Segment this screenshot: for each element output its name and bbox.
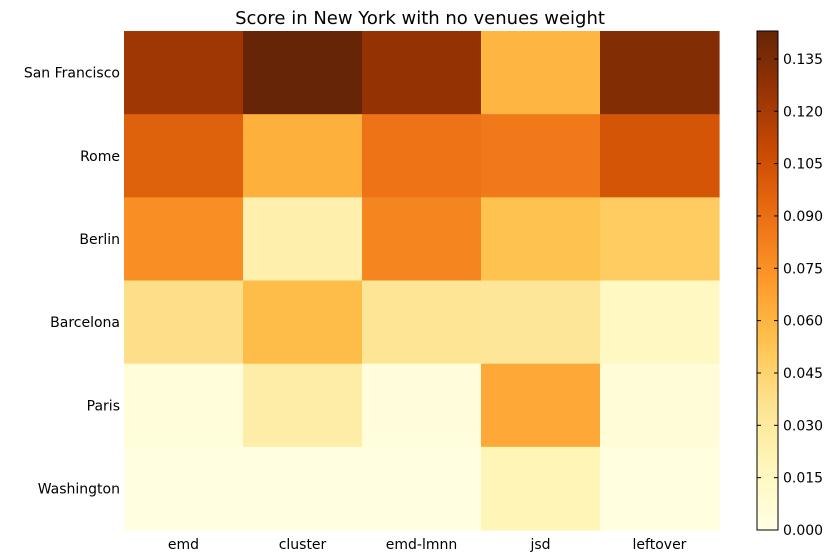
heatmap-cell-r1-c1 bbox=[243, 114, 363, 198]
colorbar-tick-label: 0.030 bbox=[783, 418, 823, 434]
heatmap-cell-r4-c4 bbox=[600, 363, 720, 448]
x-tick-label: leftover bbox=[633, 537, 687, 553]
y-tick-label: San Francisco bbox=[24, 66, 120, 82]
heatmap-cell-r3-c2 bbox=[362, 280, 482, 365]
colorbar-tick-label: 0.090 bbox=[783, 209, 823, 225]
y-axis-ticks: San Francisco Rome Berlin Barcelona Paris Was… bbox=[24, 66, 120, 498]
colorbar: 0.000 0.015 0.030 0.045 0.060 0.075 0.090 0.105… bbox=[756, 30, 823, 539]
heatmap-cell-r1-c0 bbox=[124, 114, 244, 198]
heatmap-cell-r0-c3 bbox=[481, 31, 601, 115]
heatmap-cell-r2-c3 bbox=[481, 197, 601, 282]
y-tick-label: Rome bbox=[80, 149, 120, 165]
x-tick-label: emd-lmnn bbox=[386, 537, 457, 553]
heatmap-cell-r3-c1 bbox=[243, 280, 363, 365]
heatmap-cell-r4-c1 bbox=[243, 363, 363, 448]
colorbar-tick-label: 0.120 bbox=[783, 104, 823, 120]
heatmap-cell-r3-c4 bbox=[600, 280, 720, 365]
colorbar-tick-label: 0.075 bbox=[783, 261, 823, 277]
chart-title: Score in New York with no venues weight bbox=[235, 8, 605, 29]
heatmap-cell-r0-c0 bbox=[124, 31, 244, 115]
x-axis-ticks: emd cluster emd-lmnn jsd leftover bbox=[168, 537, 687, 553]
heatmap-cell-r5-c4 bbox=[600, 446, 720, 531]
heatmap-cell-r5-c0 bbox=[124, 446, 244, 531]
colorbar-tick-label: 0.105 bbox=[783, 157, 823, 173]
heatmap-cell-r4-c3 bbox=[481, 363, 601, 448]
heatmap-cell-r3-c3 bbox=[481, 280, 601, 365]
heatmap-cell-r1-c2 bbox=[362, 114, 482, 198]
heatmap-cell-r4-c2 bbox=[362, 363, 482, 448]
heatmap-cell-r0-c1 bbox=[243, 31, 363, 115]
heatmap-cell-r4-c0 bbox=[124, 363, 244, 448]
y-tick-label: Barcelona bbox=[50, 315, 120, 331]
heatmap-cell-r0-c2 bbox=[362, 31, 482, 115]
x-tick-label: cluster bbox=[279, 537, 327, 553]
colorbar-tick-label: 0.015 bbox=[783, 471, 823, 487]
heatmap-cells bbox=[124, 31, 720, 531]
colorbar-tick-label: 0.000 bbox=[783, 523, 823, 539]
heatmap-cell-r2-c0 bbox=[124, 197, 244, 282]
colorbar-tick-label: 0.060 bbox=[783, 314, 823, 330]
heatmap-cell-r2-c4 bbox=[600, 197, 720, 282]
heatmap-cell-r1-c4 bbox=[600, 114, 720, 198]
heatmap-cell-r5-c3 bbox=[481, 446, 601, 531]
y-tick-label: Paris bbox=[87, 398, 120, 414]
heatmap-cell-r5-c1 bbox=[243, 446, 363, 531]
colorbar-scale bbox=[756, 30, 779, 531]
y-tick-label: Washington bbox=[38, 481, 120, 497]
heatmap-cell-r5-c2 bbox=[362, 446, 482, 531]
heatmap-cell-r1-c3 bbox=[481, 114, 601, 198]
heatmap-cell-r0-c4 bbox=[600, 31, 720, 115]
x-tick-label: jsd bbox=[529, 537, 550, 553]
heatmap-cell-r2-c2 bbox=[362, 197, 482, 282]
y-tick-label: Berlin bbox=[79, 232, 120, 248]
x-tick-label: emd bbox=[168, 537, 199, 553]
heatmap-cell-r3-c0 bbox=[124, 280, 244, 365]
colorbar-tick-label: 0.045 bbox=[783, 366, 823, 382]
colorbar-tick-label: 0.135 bbox=[783, 52, 823, 68]
heatmap-cell-r2-c1 bbox=[243, 197, 363, 282]
